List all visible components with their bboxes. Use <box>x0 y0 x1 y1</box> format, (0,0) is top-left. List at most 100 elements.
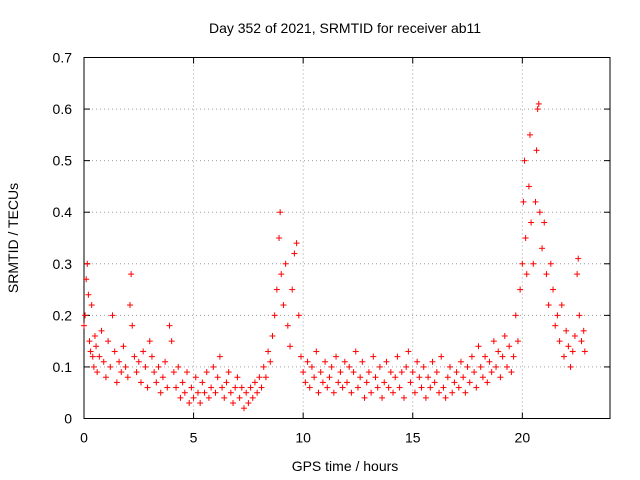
data-point <box>142 363 149 370</box>
data-point <box>396 384 403 391</box>
data-point <box>98 327 105 334</box>
data-point <box>83 276 90 283</box>
data-point <box>453 369 460 376</box>
data-point <box>199 379 206 386</box>
data-point <box>201 389 208 396</box>
data-point <box>232 384 239 391</box>
data-point <box>510 353 517 360</box>
data-point <box>442 394 449 401</box>
data-point <box>558 302 565 309</box>
data-point <box>517 286 524 293</box>
data-point <box>409 369 416 376</box>
data-point <box>581 348 588 355</box>
data-point <box>205 394 212 401</box>
data-point <box>571 332 578 339</box>
data-point <box>219 384 226 391</box>
data-point <box>330 389 337 396</box>
y-axis-title: SRMTID / TECUs <box>5 183 21 293</box>
data-point <box>111 348 118 355</box>
data-point <box>429 358 436 365</box>
data-point <box>311 374 318 381</box>
data-point <box>287 343 294 350</box>
data-points <box>81 100 588 412</box>
data-point <box>534 106 541 113</box>
data-point <box>411 389 418 396</box>
data-point <box>177 394 184 401</box>
data-point <box>90 363 97 370</box>
data-point <box>319 379 326 386</box>
data-point <box>166 322 173 329</box>
data-point <box>304 358 311 365</box>
data-point <box>278 271 285 278</box>
data-point <box>127 302 134 309</box>
data-point <box>440 384 447 391</box>
data-point <box>265 348 272 355</box>
data-point <box>484 379 491 386</box>
data-point <box>365 369 372 376</box>
data-point <box>576 312 583 319</box>
data-point <box>387 369 394 376</box>
data-point <box>431 379 438 386</box>
data-point <box>359 358 366 365</box>
data-point <box>251 379 258 386</box>
data-point <box>578 338 585 345</box>
data-point <box>477 363 484 370</box>
data-point <box>173 384 180 391</box>
data-point <box>420 363 427 370</box>
data-point <box>109 312 116 319</box>
data-point <box>87 348 94 355</box>
data-point <box>256 374 263 381</box>
x-axis-title: GPS time / hours <box>292 458 399 474</box>
data-point <box>552 322 559 329</box>
y-tick-label: 0.5 <box>53 153 73 169</box>
data-point <box>164 384 171 391</box>
data-point <box>140 348 147 355</box>
data-point <box>361 394 368 401</box>
data-point <box>535 100 542 107</box>
y-tick-label: 0 <box>64 411 72 427</box>
data-point <box>495 348 502 355</box>
data-point <box>444 374 451 381</box>
data-point <box>291 250 298 257</box>
data-point <box>84 260 91 267</box>
data-point <box>322 358 329 365</box>
data-point <box>525 183 532 190</box>
data-point <box>530 260 537 267</box>
data-point <box>348 389 355 396</box>
data-point <box>181 389 188 396</box>
data-point <box>370 353 377 360</box>
data-point <box>337 369 344 376</box>
data-point <box>328 363 335 370</box>
data-point <box>179 379 186 386</box>
data-point <box>466 379 473 386</box>
data-point <box>346 363 353 370</box>
data-point <box>94 369 101 376</box>
data-point <box>523 271 530 278</box>
data-point <box>306 384 313 391</box>
data-point <box>379 394 386 401</box>
data-point <box>277 209 284 216</box>
data-point <box>118 369 125 376</box>
data-point <box>482 353 489 360</box>
data-point <box>574 271 581 278</box>
data-point <box>282 260 289 267</box>
data-point <box>91 332 98 339</box>
data-point <box>403 363 410 370</box>
data-point <box>245 400 252 407</box>
data-point <box>521 157 528 164</box>
data-point <box>341 358 348 365</box>
data-point <box>497 374 504 381</box>
data-point <box>269 332 276 339</box>
data-point <box>398 369 405 376</box>
data-point <box>471 369 478 376</box>
data-point <box>170 369 177 376</box>
data-point <box>175 363 182 370</box>
data-point <box>236 394 243 401</box>
data-point <box>575 255 582 262</box>
data-point <box>436 389 443 396</box>
y-tick-label: 0.6 <box>53 101 73 117</box>
data-point <box>249 394 256 401</box>
y-tick-label: 0.2 <box>53 307 73 323</box>
data-point <box>533 147 540 154</box>
